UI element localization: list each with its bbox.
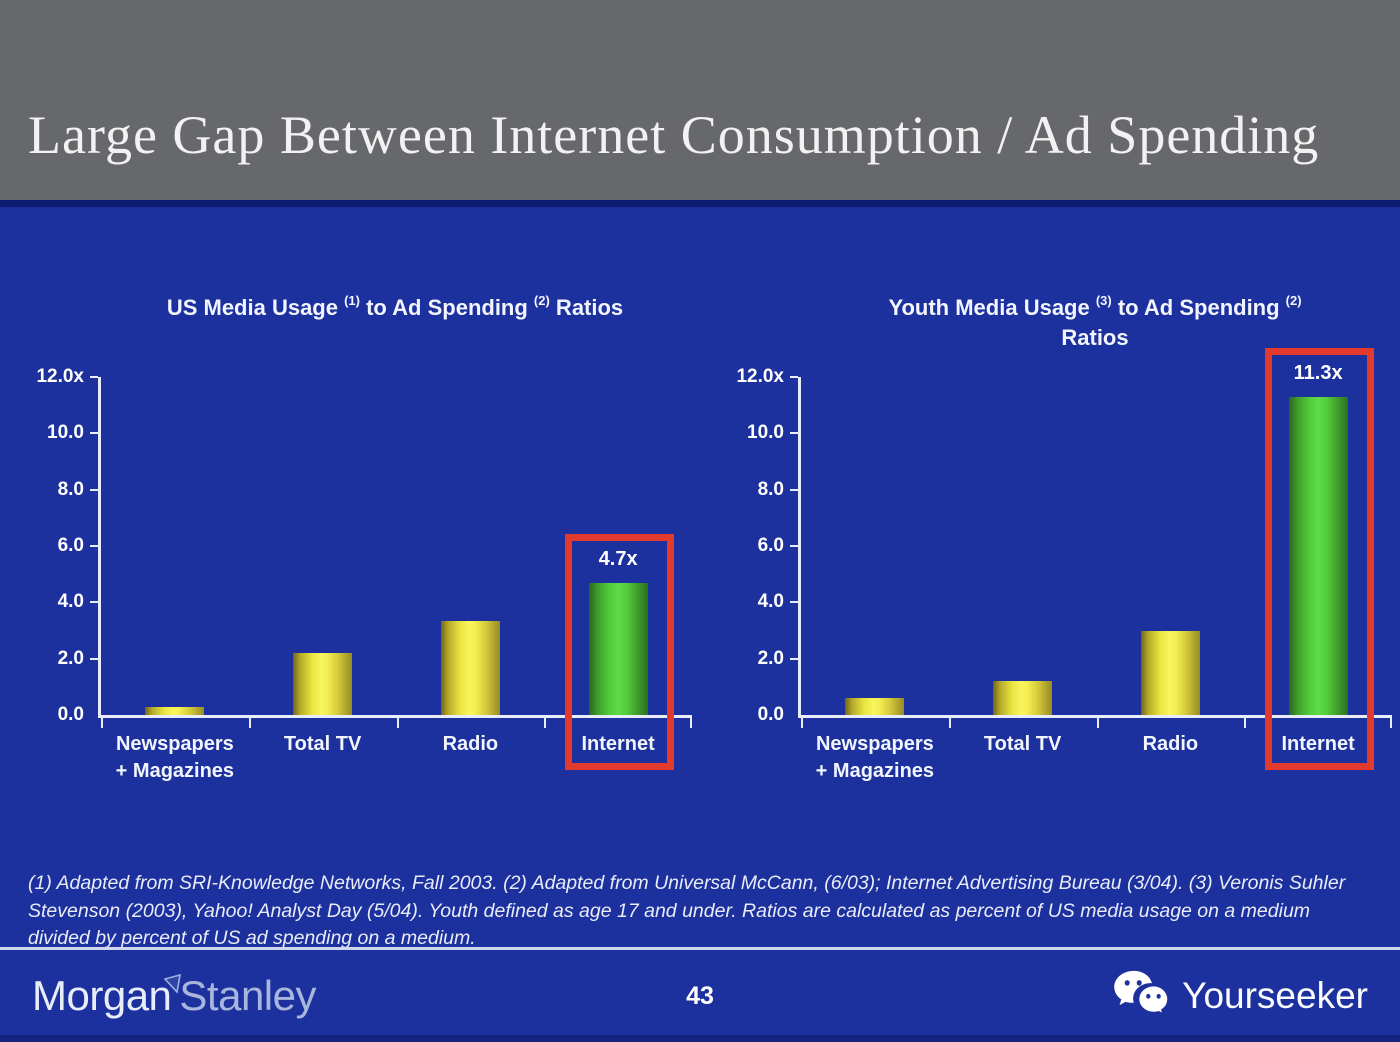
morgan-stanley-logo: Morgan Stanley: [32, 972, 316, 1020]
x-axis-tick: [544, 718, 547, 728]
y-axis-tick: [790, 601, 798, 604]
youth-media-chart: Youth Media Usage (3) to Ad Spending (2)…: [700, 292, 1400, 782]
y-axis-label: 2.0: [757, 647, 784, 669]
y-axis-label: 4.0: [57, 591, 84, 613]
bar-radio: [1140, 630, 1200, 715]
plot-area: Newspapers + Magazines Total TV Radio 11.3x I…: [790, 347, 1392, 782]
y-axis-tick: [790, 376, 798, 378]
bar-value-label: 11.3x: [1293, 361, 1343, 384]
category-label-radio: Radio: [442, 733, 499, 755]
bar-total-tv: [993, 681, 1053, 715]
x-axis-tick: [948, 718, 951, 728]
category-label-newspapers-magazines: Newspapers + Magazines: [815, 733, 935, 782]
category-label-newspapers-magazines: Newspapers + Magazines: [115, 733, 235, 782]
us-media-chart: US Media Usage (1) to Ad Spending (2) Ra…: [0, 292, 700, 782]
x-axis-tick: [396, 718, 399, 728]
y-axis-tick: [90, 432, 98, 435]
category-label-radio: Radio: [1142, 733, 1199, 755]
y-axis: 12.0x 10.0 8.0 6.0 4.0 2.0 0.0: [700, 366, 798, 725]
y-axis-tick: [90, 376, 98, 378]
y-axis-label: 6.0: [57, 535, 84, 556]
x-axis-tick: [248, 718, 251, 728]
y-axis-tick: [790, 657, 798, 660]
y-axis-label: 0.0: [57, 704, 84, 725]
y-axis-label: 6.0: [757, 535, 784, 556]
category-label-internet: Internet: [581, 733, 655, 755]
y-axis-tick: [790, 545, 798, 547]
slide-footer: Morgan Stanley 43 Yourseeker: [0, 947, 1400, 1042]
footnote: (1) Adapted from SRI-Knowledge Networks,…: [28, 872, 1346, 950]
bar-newspapers-magazines: [845, 698, 905, 715]
slide-title: Large Gap Between Internet Consumption /…: [28, 105, 1320, 165]
category-label-total-tv: Total TV: [983, 733, 1062, 755]
chart-title: Youth Media Usage (3) to Ad Spending (2)…: [888, 292, 1302, 350]
y-axis-tick: [90, 601, 98, 604]
x-axis-tick: [1390, 718, 1392, 728]
x-axis-tick: [1244, 718, 1247, 728]
chart-title: US Media Usage (1) to Ad Spending (2) Ra…: [166, 292, 624, 320]
y-axis-label: 0.0: [757, 704, 784, 725]
logo-text-morgan: Morgan: [32, 972, 172, 1019]
y-axis-tick: [90, 657, 98, 660]
bar-radio: [440, 620, 500, 715]
y-axis-tick: [790, 488, 798, 491]
y-axis-label: 4.0: [757, 591, 784, 613]
slide-header: Large Gap Between Internet Consumption /…: [0, 0, 1400, 200]
x-axis-tick: [690, 718, 692, 728]
category-label-total-tv: Total TV: [283, 733, 362, 755]
bar-total-tv: [293, 653, 353, 715]
category-label-internet: Internet: [1281, 733, 1355, 755]
x-axis-tick: [801, 718, 803, 728]
partner-logo: Yourseeker: [1112, 969, 1368, 1024]
bar-newspapers-magazines: [145, 706, 205, 715]
x-axis-tick: [101, 718, 103, 728]
highlight-box: [1264, 347, 1375, 770]
bottom-edge-strip: [0, 1035, 1400, 1042]
y-axis-tick: [90, 545, 98, 547]
y-axis-tick: [790, 432, 798, 435]
y-axis-tick: [90, 488, 98, 491]
page-number: 43: [686, 981, 714, 1010]
bar-internet: [1288, 396, 1348, 715]
partner-name: Yourseeker: [1182, 975, 1368, 1016]
y-axis-label: 10.0: [47, 422, 84, 444]
y-axis-label: 2.0: [57, 647, 84, 669]
y-axis-label: 12.0x: [36, 366, 84, 387]
header-divider: [0, 200, 1400, 207]
y-axis-label: 10.0: [747, 422, 784, 444]
bar-value-label: 4.7x: [598, 547, 638, 570]
logo-text-stanley: Stanley: [179, 972, 316, 1019]
highlight-box: [564, 533, 675, 770]
plot-area: Newspapers + Magazines Total TV Radio 4.7x In…: [90, 376, 692, 782]
wechat-icon: [1112, 969, 1172, 1024]
morgan-stanley-flag-icon: [163, 956, 182, 1004]
y-axis: 12.0x 10.0 8.0 6.0 4.0 2.0 0.0: [0, 366, 98, 725]
y-axis-label: 12.0x: [736, 366, 784, 387]
y-axis-label: 8.0: [757, 478, 784, 500]
y-axis-label: 8.0: [57, 478, 84, 500]
bar-internet: [588, 582, 648, 715]
x-axis-tick: [1096, 718, 1099, 728]
charts-row: US Media Usage (1) to Ad Spending (2) Ra…: [0, 292, 1400, 782]
